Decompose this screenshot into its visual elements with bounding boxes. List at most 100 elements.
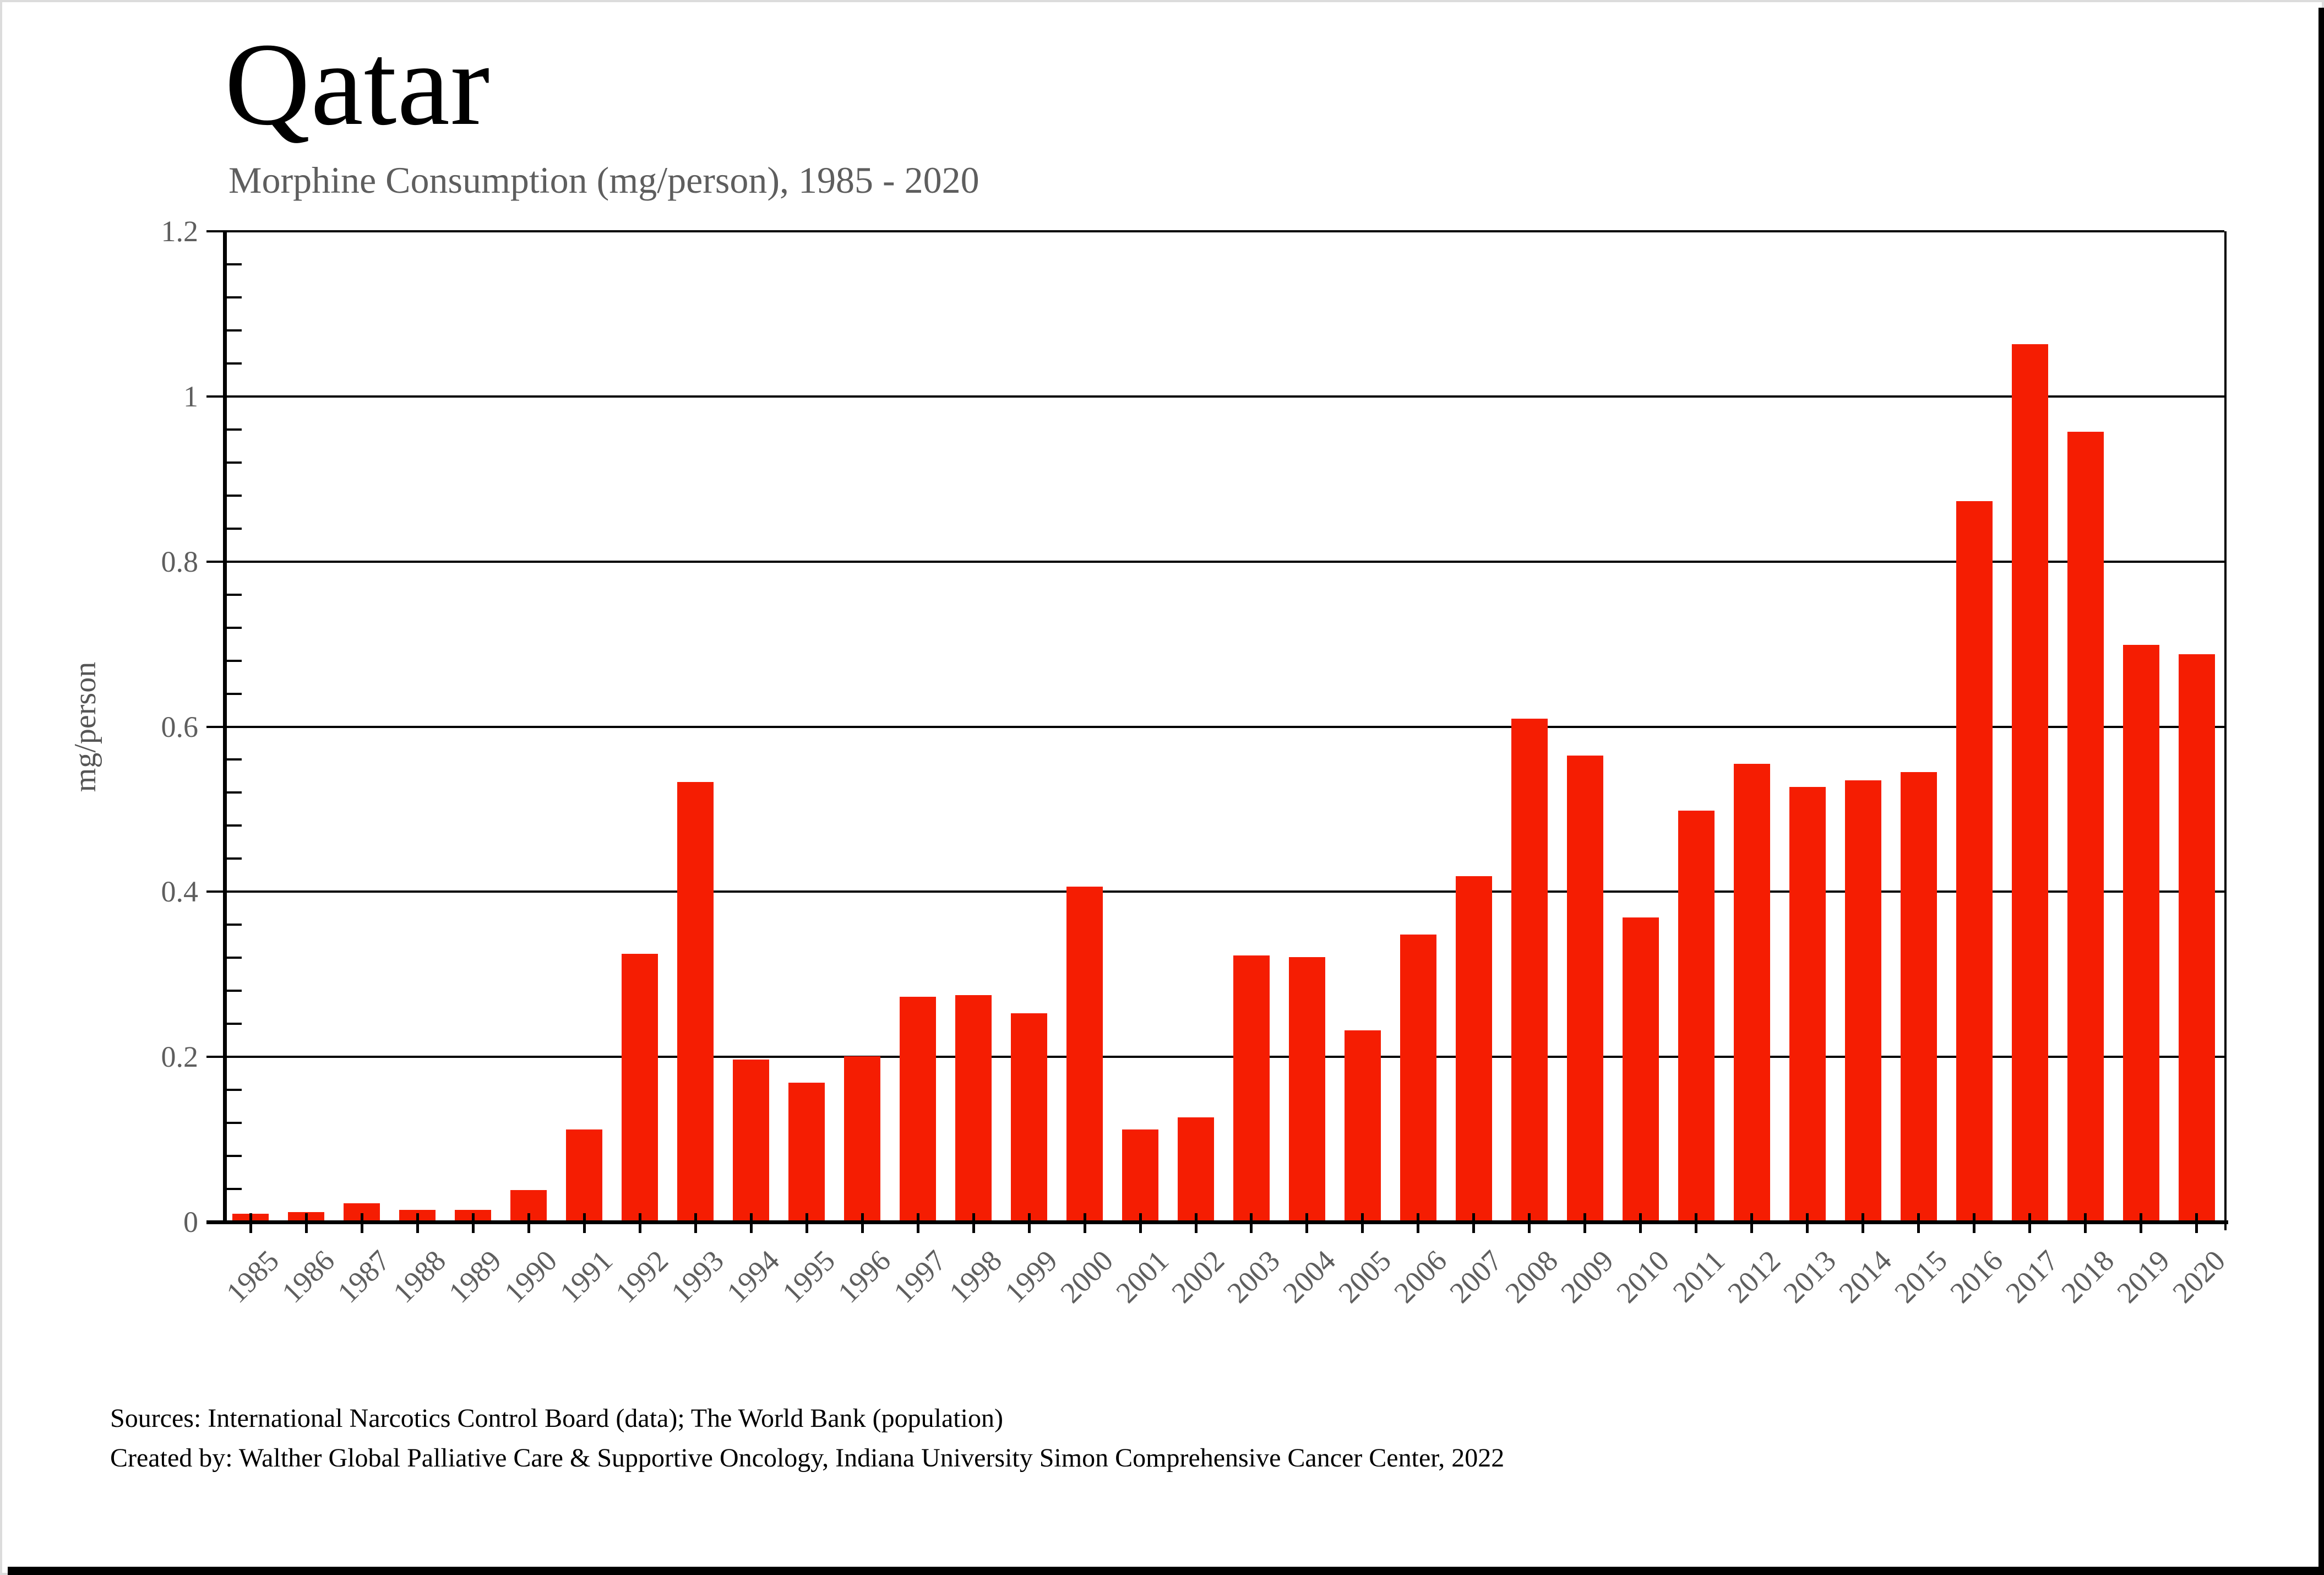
x-tick-2015 xyxy=(1917,1213,1920,1233)
source-attribution: Sources: International Narcotics Control… xyxy=(110,1399,1504,1478)
x-tick-2020 xyxy=(2195,1213,2198,1233)
x-tick-1996 xyxy=(861,1213,864,1233)
gridline-1.2 xyxy=(206,230,2224,232)
y-minor-tick xyxy=(227,990,242,992)
x-tick-2002 xyxy=(1194,1213,1198,1233)
bar-2017 xyxy=(2011,344,2048,1222)
bar-2015 xyxy=(1900,772,1937,1222)
x-tick-1987 xyxy=(360,1213,363,1233)
x-axis-line xyxy=(206,1220,2228,1224)
bar-2004 xyxy=(1288,957,1325,1222)
x-tick-2016 xyxy=(1973,1213,1976,1233)
bar-2016 xyxy=(1956,501,1993,1222)
x-tick-2005 xyxy=(1361,1213,1364,1233)
bar-2012 xyxy=(1733,763,1770,1222)
bar-2018 xyxy=(2067,432,2104,1222)
bar-2006 xyxy=(1400,935,1436,1222)
bar-1994 xyxy=(733,1059,770,1222)
y-minor-tick xyxy=(227,428,242,431)
bar-1996 xyxy=(844,1056,881,1222)
gridline-0.2 xyxy=(206,1056,2224,1058)
bar-1995 xyxy=(788,1082,825,1222)
page-title: Qatar xyxy=(225,18,491,150)
y-minor-tick xyxy=(227,527,242,530)
bar-2000 xyxy=(1066,887,1103,1222)
y-tick-label-0.8: 0.8 xyxy=(161,545,199,578)
y-minor-tick xyxy=(227,924,242,926)
x-tick-2003 xyxy=(1250,1213,1253,1233)
y-tick-label-1: 1 xyxy=(183,379,198,413)
x-tick-2004 xyxy=(1305,1213,1309,1233)
x-tick-1998 xyxy=(972,1213,975,1233)
bar-2014 xyxy=(1844,780,1881,1222)
y-minor-tick xyxy=(227,461,242,464)
x-tick-2001 xyxy=(1139,1213,1142,1233)
gridline-0.6 xyxy=(206,725,2224,728)
y-minor-tick xyxy=(227,1188,242,1191)
bar-2011 xyxy=(1678,811,1715,1222)
window-shadow-right xyxy=(2318,8,2324,1575)
bar-2019 xyxy=(2122,645,2159,1222)
bar-2020 xyxy=(2178,654,2215,1222)
y-minor-tick xyxy=(227,1089,242,1091)
x-tick-1992 xyxy=(638,1213,641,1233)
x-tick-2012 xyxy=(1750,1213,1754,1233)
bar-2008 xyxy=(1511,718,1548,1222)
bar-2009 xyxy=(1566,755,1603,1222)
gridline-1 xyxy=(206,395,2224,398)
x-tick-1994 xyxy=(749,1213,753,1233)
x-tick-1993 xyxy=(694,1213,697,1233)
bar-1993 xyxy=(677,781,714,1222)
y-minor-tick xyxy=(227,957,242,959)
x-tick-2009 xyxy=(1583,1213,1587,1233)
y-minor-tick xyxy=(227,362,242,365)
bar-2005 xyxy=(1344,1030,1381,1222)
y-minor-tick xyxy=(227,1155,242,1158)
window-shadow-bottom xyxy=(8,1567,2324,1575)
x-tick-2008 xyxy=(1528,1213,1531,1233)
y-tick-label-0.2: 0.2 xyxy=(161,1040,199,1074)
x-tick-1999 xyxy=(1027,1213,1031,1233)
y-minor-tick xyxy=(227,593,242,596)
x-tick-1988 xyxy=(416,1213,419,1233)
y-tick-label-0.4: 0.4 xyxy=(161,875,199,909)
x-tick-1985 xyxy=(249,1213,252,1233)
bar-2013 xyxy=(1789,786,1826,1222)
x-tick-2007 xyxy=(1472,1213,1476,1233)
bar-1999 xyxy=(1011,1013,1048,1222)
x-tick-1986 xyxy=(304,1213,308,1233)
bar-2002 xyxy=(1178,1117,1214,1222)
y-minor-tick xyxy=(227,626,242,629)
y-tick-label-0.6: 0.6 xyxy=(161,710,199,743)
x-tick-2006 xyxy=(1417,1213,1420,1233)
y-minor-tick xyxy=(227,692,242,695)
y-minor-tick xyxy=(227,857,242,860)
source-line-1: Sources: International Narcotics Control… xyxy=(110,1404,1003,1433)
y-minor-tick xyxy=(227,659,242,662)
y-minor-tick xyxy=(227,263,242,265)
gridline-0.4 xyxy=(206,890,2224,893)
x-tick-2011 xyxy=(1695,1213,1698,1233)
x-tick-2010 xyxy=(1639,1213,1642,1233)
x-tick-1995 xyxy=(805,1213,808,1233)
y-axis-line xyxy=(223,231,227,1224)
bar-2003 xyxy=(1233,955,1270,1222)
plot-right-border xyxy=(2224,231,2227,1230)
x-tick-2018 xyxy=(2084,1213,2087,1233)
y-minor-tick xyxy=(227,1122,242,1125)
source-line-2: Created by: Walther Global Palliative Ca… xyxy=(110,1443,1505,1473)
bar-1992 xyxy=(622,953,658,1222)
chart-subtitle: Morphine Consumption (mg/person), 1985 -… xyxy=(228,159,979,201)
y-tick-label-1.2: 1.2 xyxy=(161,215,199,248)
bar-1991 xyxy=(566,1129,603,1222)
x-tick-2019 xyxy=(2140,1213,2143,1233)
bar-1998 xyxy=(955,995,992,1222)
bar-2007 xyxy=(1455,876,1492,1222)
x-tick-2014 xyxy=(1862,1213,1865,1233)
x-tick-2017 xyxy=(2028,1213,2032,1233)
gridline-0.8 xyxy=(206,560,2224,563)
y-minor-tick xyxy=(227,329,242,332)
x-tick-1997 xyxy=(916,1213,919,1233)
bar-2010 xyxy=(1622,917,1659,1222)
